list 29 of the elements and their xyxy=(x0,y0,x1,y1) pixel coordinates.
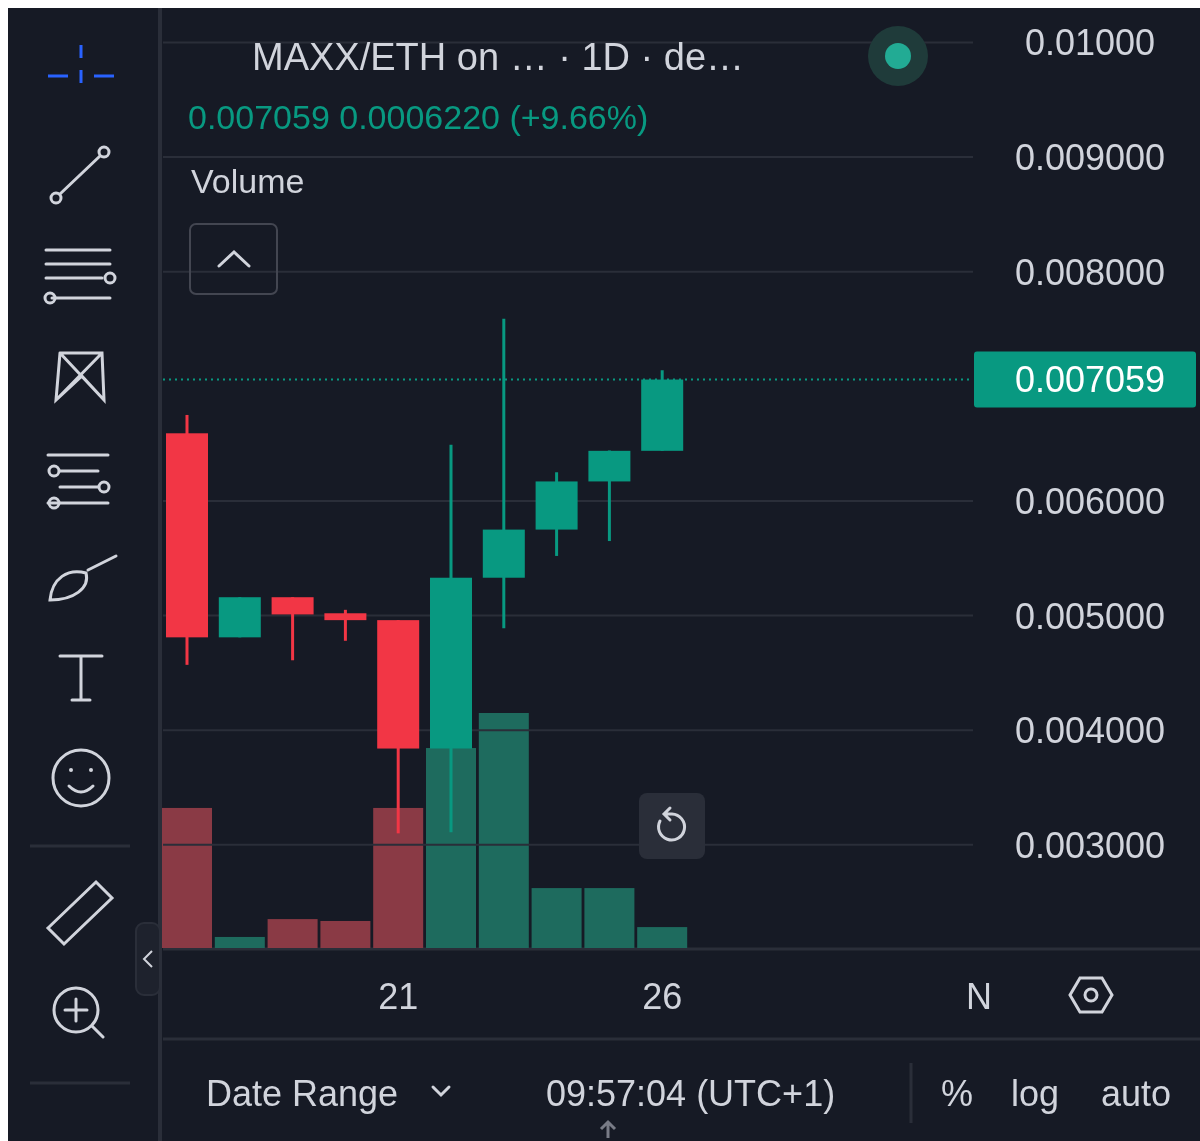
bar xyxy=(162,807,212,948)
text: log xyxy=(1011,1073,1060,1114)
bar xyxy=(584,888,635,948)
candlestick xyxy=(324,608,367,641)
text: 09:57:04 (UTC+1) xyxy=(546,1073,836,1114)
chart-title: Volume xyxy=(191,162,305,200)
bar xyxy=(478,713,529,948)
bar xyxy=(320,920,371,948)
y-tick-label: 0.008000 xyxy=(1014,251,1166,293)
y-tick-label: 0.009000 xyxy=(1014,136,1166,178)
text: MAXX/ETH on … · 1D · de… xyxy=(252,36,745,78)
y-tick-label: 0.003000 xyxy=(1014,824,1166,866)
y-tick-label: 0.005000 xyxy=(1014,595,1166,637)
x-tick-label: 21 xyxy=(378,975,419,1017)
text: Date Range xyxy=(206,1073,399,1114)
text: auto xyxy=(1101,1073,1172,1114)
bar xyxy=(373,807,424,948)
y-tick-label: 0.004000 xyxy=(1014,710,1166,752)
ref-line-label: 0.007059 xyxy=(1014,359,1166,401)
text: % xyxy=(941,1073,974,1114)
x-tick-label: 26 xyxy=(642,975,683,1017)
bar xyxy=(531,888,582,948)
bar xyxy=(267,919,318,948)
y-tick-label: 0.006000 xyxy=(1014,480,1166,522)
text: 0.007059 0.0006220 (+9.66%) xyxy=(188,98,649,136)
bar xyxy=(214,936,265,948)
y-tick-label: 0.01000 xyxy=(1024,22,1156,64)
x-tick-label: N xyxy=(966,975,992,1017)
bar xyxy=(637,927,688,948)
